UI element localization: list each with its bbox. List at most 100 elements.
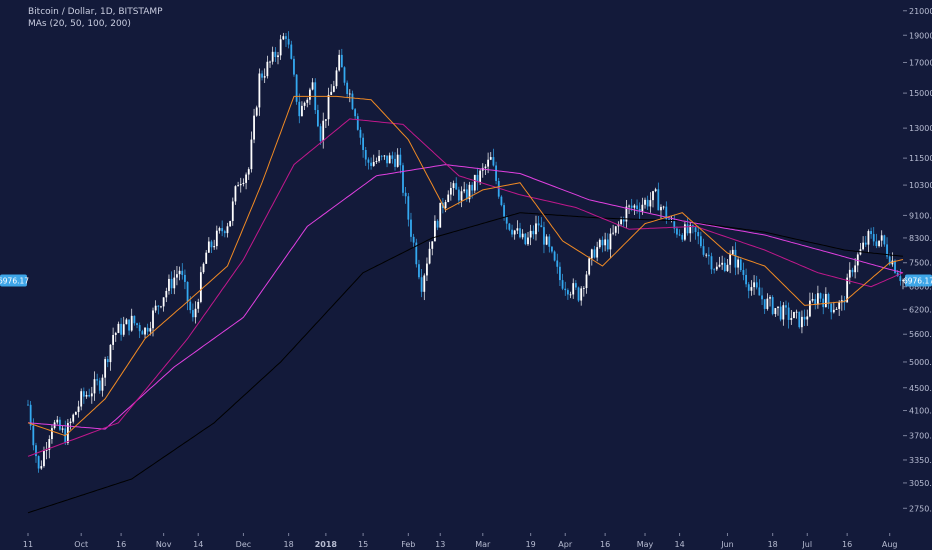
time-tick-label: 2018 [315,540,338,549]
candle-body [612,232,615,234]
candle-body [460,191,463,201]
candle-body [484,166,487,168]
candle-body [306,99,309,103]
time-tick-label: 18 [284,540,294,549]
candle-body [476,174,479,182]
candle-body [569,294,572,296]
time-tick-label: 15 [358,540,368,549]
candle-body [439,202,442,228]
candle-body [614,226,617,233]
candle-body [628,205,630,207]
candle-body [372,162,375,166]
candle-body [274,51,277,58]
candle-body [519,228,521,238]
candle-body [434,220,436,242]
time-tick-label: Dec [236,540,251,549]
candle-body [402,165,404,193]
candle-body [181,270,184,275]
candle-body [72,414,75,422]
last-price-value: 6976.17 [0,276,29,285]
candle-body [790,318,793,320]
candle-body [894,260,896,273]
candle-body [298,101,301,117]
price-tick-label: 11500.00 [909,154,932,163]
time-tick-label: Oct [74,540,88,549]
candle-body [364,149,367,160]
candle-body [247,169,250,175]
last-price-value: 6976.17 [903,276,932,285]
candle-body [463,189,466,192]
candle-body [899,276,902,282]
candle-body [154,305,157,311]
candle-body [43,450,45,467]
candle-body [136,323,138,326]
candle-body [678,234,681,236]
candle-body [37,456,40,469]
time-tick-label: Aug [882,540,898,549]
candle-body [410,219,412,237]
candle-body [771,297,774,315]
candle-body [423,275,426,292]
time-axis[interactable]: 11 Oct 16 Nov 14 Dec 18 2018 15 Feb 13 Mar 19 Apr 16 Ma… [23,533,898,549]
candle-body [452,183,455,189]
candle-body [261,73,263,78]
candle-body [697,232,700,237]
candle-body [189,301,192,311]
candle-body [487,159,490,167]
candle-body [604,239,607,246]
candle-body [51,428,53,440]
candle-body [287,38,290,45]
candle-body [85,395,88,397]
candle-body [258,73,261,108]
candle-body [559,266,561,281]
candle-body [819,293,822,299]
candle-body [130,315,133,331]
price-tick-label: 7500.00 [909,259,932,268]
candle-body [114,332,117,335]
candle-body [806,316,809,320]
candle-body [758,287,761,296]
candle-body [176,274,178,278]
candle-body [585,274,588,289]
candle-body [779,306,782,320]
price-badges: 6976.17 6976.17 [0,274,932,287]
candle-body [277,55,279,58]
candle-body [511,229,513,235]
candle-body [747,284,750,291]
candle-body [896,272,899,277]
candle-body [426,263,428,276]
price-tick-label: 3050.00 [909,479,932,488]
candle-body [399,154,402,166]
candle-body [338,54,341,71]
candle-body [255,107,258,116]
candle-body [202,263,205,273]
candle-body [880,235,883,241]
candle-body [436,220,439,228]
candle-body [271,51,274,62]
candle-body [529,230,532,238]
time-tick-label: Jun [720,540,734,549]
time-tick-label: 18 [768,540,778,549]
candle-body [811,299,814,301]
candle-body [69,421,72,424]
candle-body [98,380,101,391]
candle-body [710,256,713,270]
candle-body [40,466,43,469]
candle-body [742,270,745,275]
price-axis[interactable]: 2750.00 3050.00 3350.00 3700.00 4100.00 4500.… [903,7,932,514]
candle-body [295,74,298,102]
candle-body [340,54,343,68]
candle-body [343,67,346,83]
chart-title: Bitcoin / Dollar, 1D, BITSTAMP [28,7,163,17]
candle-body [293,58,295,75]
candle-body [74,411,77,415]
candle-body [684,224,686,240]
candle-body [104,359,107,378]
candle-body [516,228,519,231]
candle-body [801,316,803,328]
candle-body [830,303,833,313]
candle-body [479,170,482,182]
candle-body [418,264,420,278]
candle-body [311,82,314,90]
